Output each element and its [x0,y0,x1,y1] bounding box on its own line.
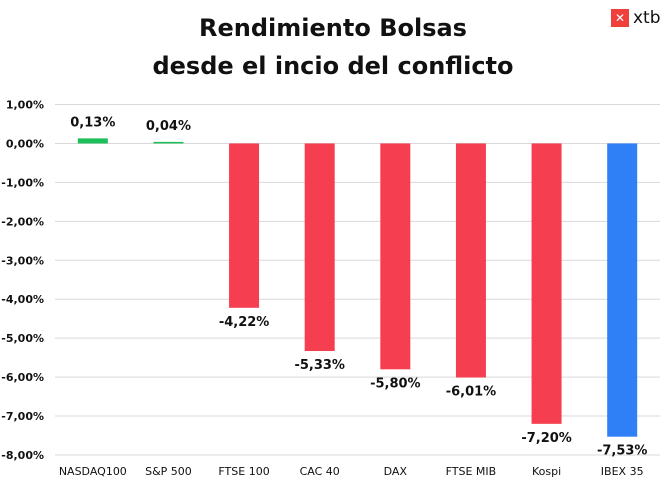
x-tick-label: CAC 40 [300,465,340,478]
bar [304,143,335,352]
x-tick-label: IBEX 35 [601,465,644,478]
bar [455,143,486,378]
y-tick-label: -4,00% [1,293,44,306]
x-tick-label: NASDAQ100 [59,465,127,478]
data-label: -6,01% [446,385,497,400]
bar [77,138,108,144]
bar [380,143,411,370]
data-label: -7,53% [597,444,648,459]
xtb-logo: ✕ xtb [611,8,661,28]
chart-title-line-1: Rendimiento Bolsas [199,14,467,42]
y-tick-label: -2,00% [1,215,44,228]
bar [607,143,638,437]
y-tick-label: -7,00% [1,410,44,423]
x-tick-label: FTSE 100 [218,465,269,478]
bar [229,143,260,308]
data-label: -4,22% [219,315,270,330]
data-label: -5,33% [294,358,345,373]
x-tick-label: FTSE MIB [446,465,497,478]
xtb-logo-icon: ✕ [611,9,629,27]
data-label: -7,20% [521,431,572,446]
y-tick-label: -1,00% [1,176,44,189]
x-tick-label: Kospi [532,465,561,478]
data-label: 0,04% [146,119,191,134]
x-tick-label: S&P 500 [145,465,192,478]
x-tick-label: DAX [384,465,408,478]
y-tick-label: -3,00% [1,254,44,267]
bar [153,141,184,144]
y-tick-label: -5,00% [1,332,44,345]
chart-title-line-2: desde el incio del conflicto [152,52,514,80]
y-tick-label: 1,00% [6,99,44,112]
data-label: -5,80% [370,376,421,391]
xtb-logo-text: xtb [633,8,661,28]
bar [531,143,562,424]
y-tick-label: -8,00% [1,449,44,462]
y-tick-label: -6,00% [1,371,44,384]
y-tick-label: 0,00% [6,137,44,150]
data-label: 0,13% [70,115,115,130]
